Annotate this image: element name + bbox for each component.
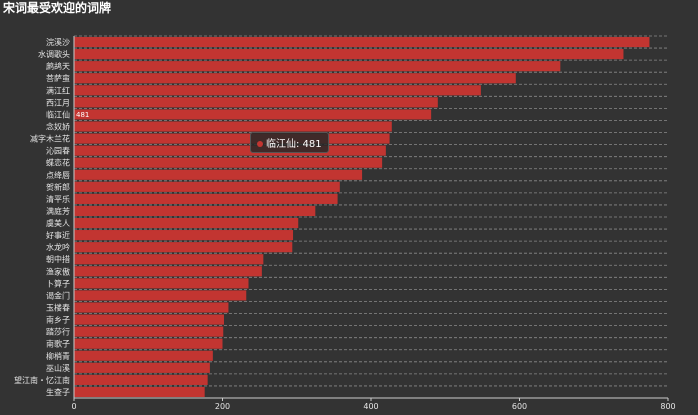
y-tick-label: 减字木兰花: [30, 134, 70, 144]
y-tick-label: 鹧鸪天: [46, 61, 70, 71]
y-tick-label: 清平乐: [46, 194, 70, 204]
y-tick-label: 玉楼春: [46, 303, 70, 313]
y-tick-label: 柳梢青: [46, 351, 70, 361]
y-tick-label: 菩萨蛮: [46, 73, 70, 83]
x-tick-label: 400: [363, 402, 378, 411]
y-tick-label: 南乡子: [46, 315, 70, 325]
y-tick-label: 贺新郎: [46, 182, 70, 192]
bar-21[interactable]: [74, 290, 247, 301]
y-tick-label: 虞美人: [46, 218, 70, 228]
y-tick-label: 蝶恋花: [46, 158, 70, 168]
y-tick-label: 好事近: [46, 230, 70, 240]
y-tick-label: 满庭芳: [46, 206, 70, 216]
bar-6[interactable]: [74, 109, 432, 120]
bar-28[interactable]: [74, 374, 208, 385]
bar-9[interactable]: [74, 145, 386, 156]
bars: [74, 36, 650, 398]
y-tick-label: 南歌子: [46, 339, 70, 349]
y-tick-label: 卜算子: [46, 278, 70, 288]
y-tick-label: 望江南・忆江南: [14, 375, 70, 385]
bar-24[interactable]: [74, 326, 224, 337]
y-tick-label: 渔家傲: [46, 266, 70, 276]
y-tick-label: 踏莎行: [46, 327, 70, 337]
tooltip-text: 临江仙: 481: [266, 139, 322, 150]
bar-4[interactable]: [74, 85, 481, 96]
y-tick-label: 满江红: [46, 85, 70, 95]
bar-1[interactable]: [74, 49, 624, 60]
y-tick-label: 水调歌头: [38, 49, 70, 59]
bar-23[interactable]: [74, 314, 224, 325]
x-tick-labels: 0 200 400 600 800: [71, 398, 676, 411]
x-tick-label: 0: [71, 402, 76, 411]
bar-0[interactable]: [74, 36, 650, 48]
bar-16[interactable]: [74, 230, 294, 241]
bar-19[interactable]: [74, 266, 262, 277]
bar-5[interactable]: [74, 97, 438, 108]
bar-26[interactable]: [74, 350, 213, 361]
y-tick-label: 水龙吟: [46, 242, 70, 252]
bar-13[interactable]: [74, 193, 338, 204]
bar-10[interactable]: [74, 157, 383, 168]
y-tick-label: 朝中措: [46, 254, 70, 264]
y-tick-label: 生查子: [46, 387, 70, 397]
x-tick-label: 600: [512, 402, 527, 411]
bar-11[interactable]: [74, 169, 363, 180]
y-tick-label: 谒金门: [46, 290, 70, 300]
bar-22[interactable]: [74, 302, 229, 313]
tooltip: 临江仙: 481: [250, 132, 329, 153]
x-tick-label: 200: [215, 402, 230, 411]
y-tick-label: 沁园春: [46, 146, 70, 156]
y-tick-label: 西江月: [46, 98, 70, 107]
y-tick-label: 临江仙: [46, 109, 70, 119]
bar-7[interactable]: [74, 121, 392, 132]
y-tick-label: 念奴娇: [46, 122, 70, 132]
bar-14[interactable]: [74, 205, 316, 217]
bar-17[interactable]: [74, 242, 293, 253]
grid-lines: [74, 35, 668, 399]
bar-15[interactable]: [74, 217, 299, 229]
bar-20[interactable]: [74, 278, 249, 289]
bar-25[interactable]: [74, 338, 223, 349]
y-tick-label: 浣溪沙: [46, 37, 70, 47]
y-tick-label: 巫山溪: [46, 363, 70, 373]
bar-27[interactable]: [74, 362, 210, 373]
bar-2[interactable]: [74, 61, 561, 72]
data-label-linjiangxian: 481: [76, 111, 89, 119]
chart-title: 宋词最受欢迎的词牌: [3, 0, 111, 15]
bar-29[interactable]: [74, 386, 205, 398]
bar-3[interactable]: [74, 73, 516, 84]
bar-12[interactable]: [74, 181, 340, 192]
x-tick-label: 800: [660, 402, 675, 411]
tooltip-series-dot: [257, 141, 263, 147]
bar-18[interactable]: [74, 254, 264, 265]
bar-8[interactable]: [74, 133, 390, 144]
y-tick-labels: 浣溪沙水调歌头鹧鸪天菩萨蛮满江红西江月临江仙念奴娇减字木兰花沁园春蝶恋花点绛唇贺…: [14, 37, 70, 397]
y-tick-label: 点绛唇: [46, 170, 70, 180]
